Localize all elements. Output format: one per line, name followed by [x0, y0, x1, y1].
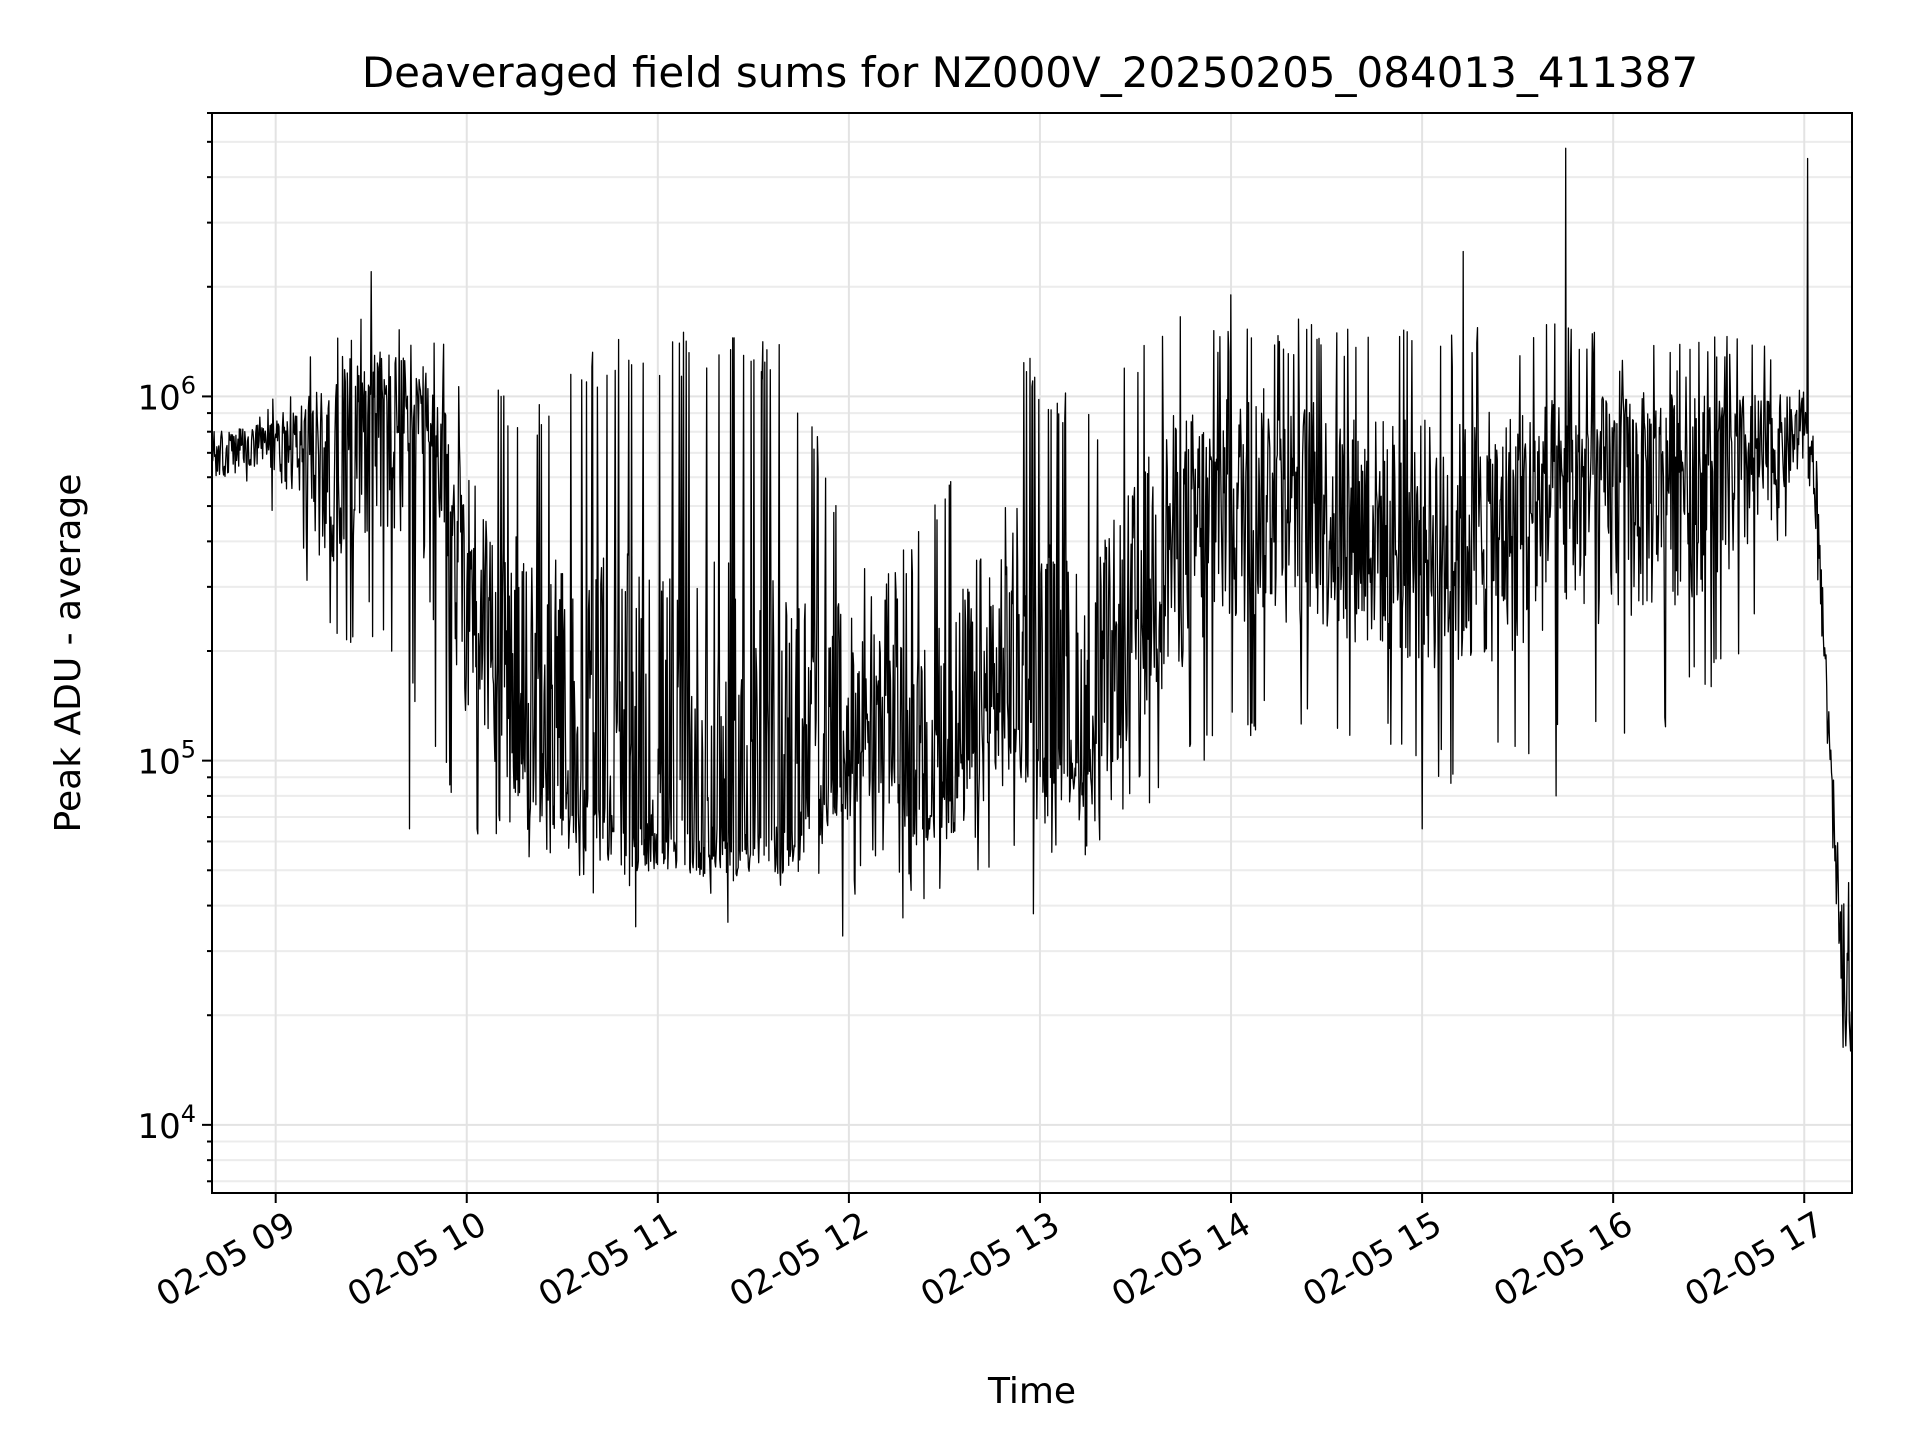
y-axis-label: Peak ADU - average: [48, 474, 89, 833]
y-tick-label: 106: [137, 371, 196, 418]
chart-title: Deaveraged field sums for NZ000V_2025020…: [362, 48, 1698, 97]
x-axis-label: Time: [987, 1371, 1076, 1412]
plot-frame: [211, 112, 1853, 1194]
y-tick-label: 104: [137, 1100, 196, 1147]
series-line: [211, 147, 1853, 1081]
grid: [212, 112, 1852, 1193]
series-layer: [211, 147, 1853, 1081]
y-tick-label: 105: [137, 736, 196, 783]
